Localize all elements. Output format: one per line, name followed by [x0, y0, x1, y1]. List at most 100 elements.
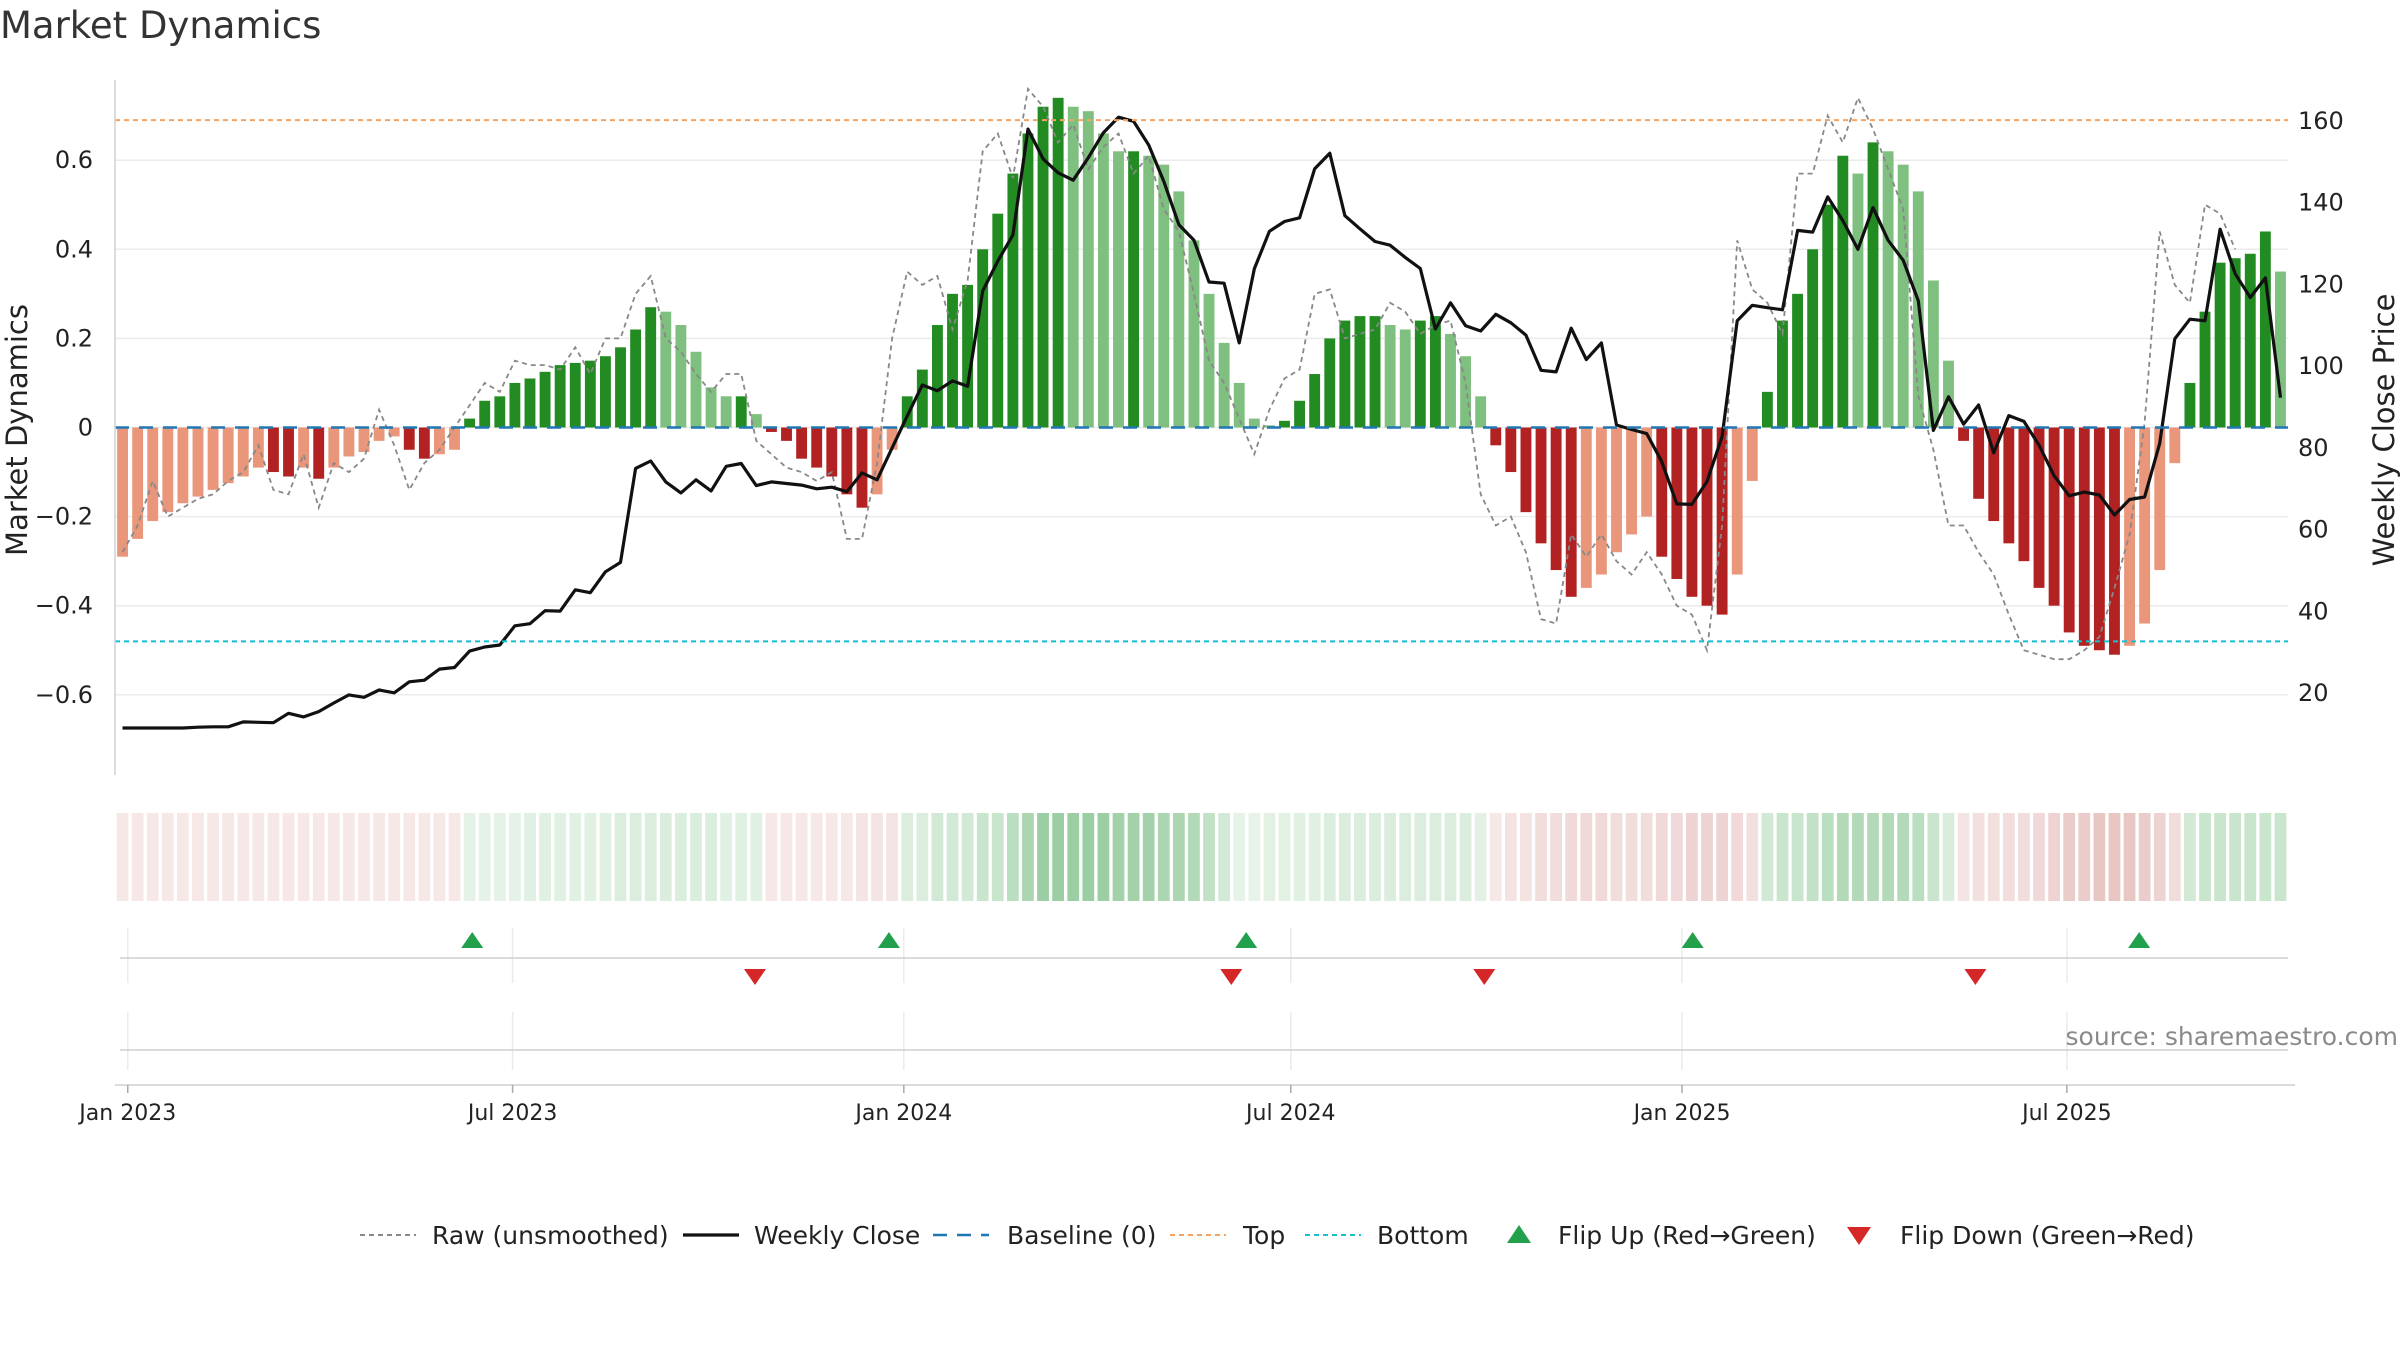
- y2-tick-label: 80: [2298, 434, 2329, 462]
- flip-down-marker: [1473, 969, 1496, 985]
- y-tick-label: −0.4: [35, 592, 93, 620]
- regime-cell: [856, 813, 868, 901]
- dynamics-bar: [162, 427, 174, 513]
- legend-label: Flip Up (Red→Green): [1558, 1221, 1816, 1250]
- dynamics-bar: [222, 427, 234, 484]
- regime-cell: [146, 813, 159, 901]
- regime-cell: [1248, 813, 1261, 901]
- dynamics-bar: [1807, 249, 1819, 428]
- market-dynamics-bars: [117, 97, 2286, 655]
- dynamics-bar: [313, 427, 325, 479]
- regime-cell: [1670, 813, 1683, 901]
- dynamics-bar: [1354, 316, 1366, 428]
- regime-cell: [2168, 813, 2181, 901]
- regime-cell: [1655, 813, 1668, 901]
- regime-cell: [1520, 813, 1532, 901]
- dynamics-bar: [237, 427, 249, 477]
- regime-cell: [2078, 813, 2091, 901]
- regime-cell: [1987, 813, 2000, 901]
- regime-cell: [252, 813, 265, 901]
- dynamics-bar: [901, 396, 913, 428]
- regime-cell: [1414, 813, 1427, 901]
- regime-cell: [1912, 813, 1925, 901]
- regime-cell: [1897, 813, 1910, 901]
- grid: [115, 159, 2288, 1070]
- dynamics-bar: [856, 427, 868, 508]
- regime-cell: [207, 813, 219, 901]
- flip-up-marker: [461, 932, 484, 948]
- dynamics-bar: [1867, 142, 1879, 428]
- regime-cell: [2214, 813, 2226, 901]
- dynamics-bar: [1641, 427, 1653, 517]
- y-tick-label: −0.6: [35, 681, 93, 709]
- dynamics-bar: [645, 307, 657, 428]
- regime-cell: [614, 813, 627, 901]
- dynamics-bar: [1248, 418, 1260, 428]
- flip-down-marker: [1220, 969, 1243, 985]
- x-tick-label: Jan 2023: [77, 1101, 176, 1126]
- dynamics-bar: [841, 427, 853, 495]
- dynamics-bar: [117, 427, 128, 557]
- regime-cell: [675, 813, 687, 901]
- regime-cell: [554, 813, 567, 901]
- dynamics-bar: [1188, 240, 1200, 428]
- x-tick-label: Jan 2024: [853, 1101, 952, 1126]
- regime-cell: [2199, 813, 2211, 901]
- regime-cell: [493, 813, 506, 901]
- dynamics-bar: [720, 396, 732, 428]
- dynamics-bar: [1943, 360, 1954, 428]
- regime-cell: [720, 813, 733, 901]
- raw-line: [121, 86, 2237, 661]
- dynamics-bar: [1731, 427, 1743, 575]
- regime-cell: [1852, 813, 1864, 901]
- dynamics-bar: [132, 427, 144, 539]
- regime-cell: [1640, 813, 1653, 901]
- regime-cell: [750, 813, 763, 901]
- dynamics-bar: [584, 360, 596, 428]
- dynamics-bar: [373, 427, 385, 441]
- regime-cell: [931, 813, 944, 901]
- regime-cell: [780, 813, 793, 901]
- dynamics-bar: [2199, 311, 2211, 428]
- dynamics-bar: [1324, 338, 1336, 428]
- dynamics-bar: [1897, 164, 1909, 428]
- flip-markers: [461, 932, 2151, 985]
- dynamics-bar: [871, 427, 883, 495]
- dynamics-bar: [1369, 316, 1381, 428]
- regime-cell: [1218, 813, 1231, 901]
- regime-cell: [327, 813, 340, 901]
- regime-strip: [116, 813, 2287, 901]
- regime-cell: [1565, 813, 1578, 901]
- regime-cell: [192, 813, 204, 901]
- dynamics-bar: [1158, 164, 1170, 428]
- regime-cell: [1354, 813, 1366, 901]
- dynamics-bar: [931, 325, 943, 428]
- regime-cell: [1731, 813, 1744, 901]
- regime-cell: [2244, 813, 2257, 901]
- regime-cell: [991, 813, 1004, 901]
- dynamics-bar: [147, 427, 159, 522]
- regime-cell: [1867, 813, 1879, 901]
- regime-cell: [1550, 813, 1563, 901]
- dynamics-bar: [660, 311, 672, 428]
- dynamics-bar: [1777, 320, 1788, 428]
- regime-cell: [1625, 813, 1638, 901]
- regime-cell: [2138, 813, 2151, 901]
- regime-cell: [765, 813, 778, 901]
- dynamics-bar: [1475, 396, 1487, 428]
- regime-cell: [644, 813, 657, 901]
- regime-cell: [2184, 813, 2196, 901]
- regime-cell: [1761, 813, 1774, 901]
- y-tick-label: −0.2: [35, 503, 93, 531]
- regime-cell: [886, 813, 899, 901]
- regime-cell: [1686, 813, 1698, 901]
- dynamics-bar: [2063, 427, 2075, 633]
- regime-cell: [2033, 813, 2045, 901]
- legend-label: Top: [1242, 1221, 1285, 1250]
- regime-cell: [2123, 813, 2136, 901]
- dynamics-bar: [1082, 111, 1094, 428]
- y2-tick-label: 120: [2298, 270, 2344, 298]
- dynamics-bar: [962, 284, 974, 428]
- y2-tick-label: 20: [2298, 679, 2329, 707]
- regime-cell: [2063, 813, 2076, 901]
